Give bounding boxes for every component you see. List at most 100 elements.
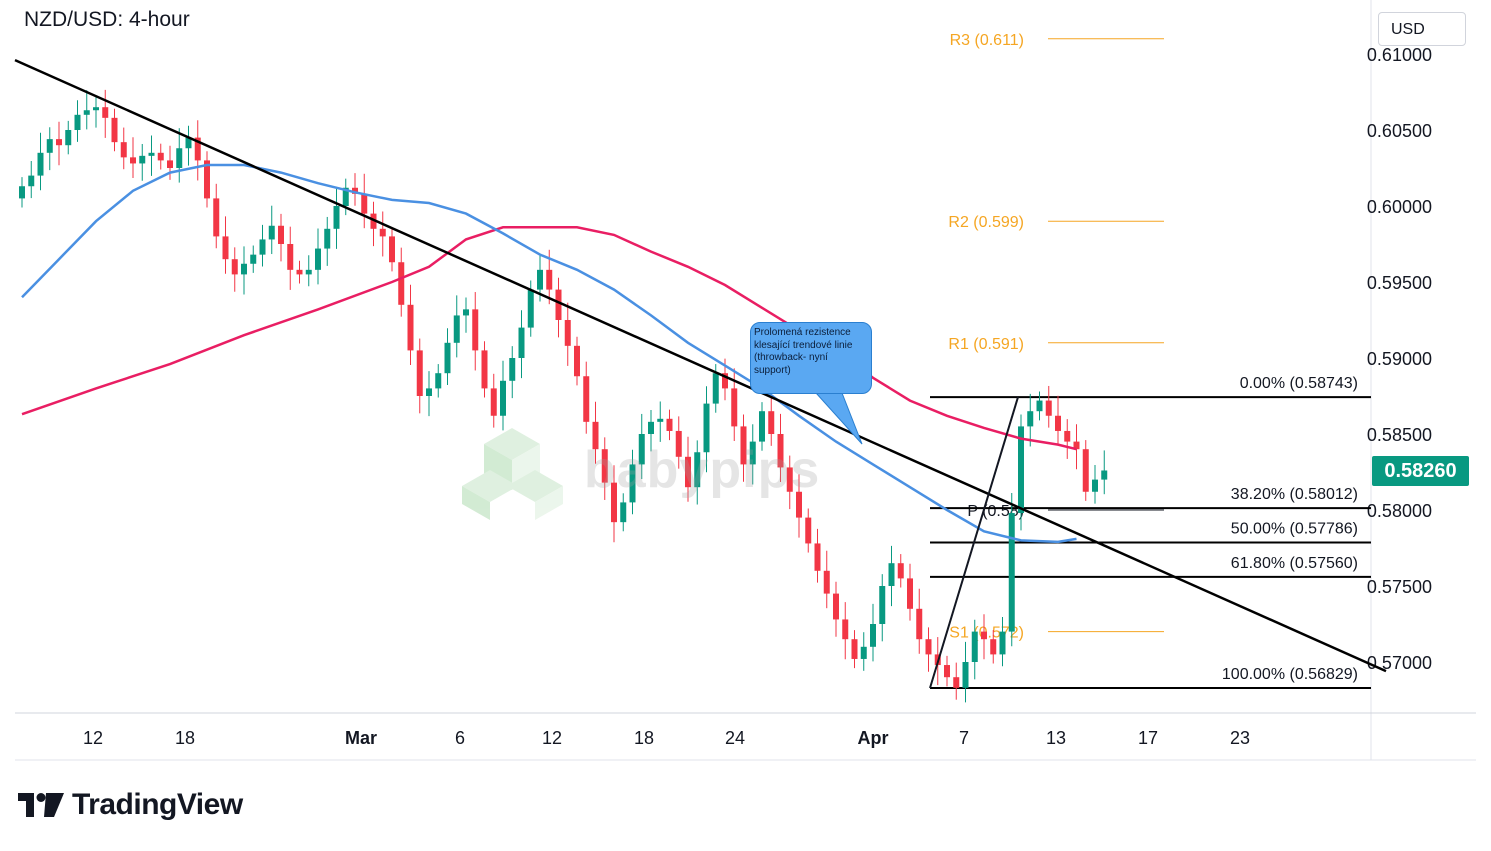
candle-body [472, 309, 479, 351]
candle-body [916, 608, 923, 640]
candle-body [842, 619, 849, 640]
time-tick-label: 18 [175, 728, 195, 748]
candle-body [407, 304, 414, 351]
pivot-label: R3 (0.611) [950, 32, 1024, 49]
candle-body [620, 502, 627, 523]
pivot-label: R1 (0.591) [948, 336, 1024, 353]
candle-body [731, 388, 738, 427]
candle-body [953, 677, 960, 688]
candle-body [157, 152, 164, 161]
annotation-callout[interactable]: Prolomená rezistence klesající trendové … [750, 322, 872, 394]
ma-slow-line [21, 226, 1077, 451]
tradingview-logo[interactable]: TradingView [18, 788, 243, 822]
time-tick-label: 13 [1046, 728, 1066, 748]
candle-body [111, 117, 118, 143]
candle-body [1064, 430, 1071, 442]
fib-label: 38.20% (0.58012) [1231, 486, 1358, 503]
candle-body [361, 193, 368, 214]
candle-body [65, 130, 72, 146]
candle-body [1073, 441, 1080, 450]
candle-body [527, 289, 534, 328]
price-tick-label: 0.57500 [1367, 577, 1432, 597]
candle-body [93, 107, 99, 111]
candle-body [296, 269, 303, 275]
candle-body [666, 418, 673, 431]
candle-body [870, 624, 876, 647]
candle-body [638, 434, 645, 465]
candlesticks [19, 89, 1108, 703]
candle-body [796, 491, 802, 518]
candle-body [1045, 400, 1052, 416]
candle-body [500, 380, 506, 416]
candle-body [860, 646, 867, 659]
fibonacci-labels: 0.00% (0.58743) 38.20% (0.58012) 50.00% (0… [1222, 375, 1358, 683]
candle-body [675, 430, 682, 457]
candle-body [259, 239, 266, 255]
candle-body [352, 187, 358, 194]
candle-body [444, 342, 451, 374]
candle-body [805, 517, 812, 544]
candle-body [28, 175, 35, 187]
candle-body [768, 411, 775, 434]
watermark-text: babypips [584, 441, 821, 499]
candle-body [1018, 426, 1024, 514]
candle-body [897, 563, 904, 579]
candle-body [389, 236, 395, 263]
fib-label: 100.00% (0.56829) [1222, 666, 1358, 683]
candle-body [999, 631, 1006, 655]
candle-body [509, 358, 516, 381]
candle-body [139, 155, 146, 164]
candle-body [611, 482, 617, 523]
price-tick-label: 0.61000 [1367, 45, 1432, 65]
candle-body [379, 228, 386, 237]
time-tick-label: Mar [345, 728, 377, 748]
candle-body [130, 157, 136, 164]
time-tick-label: 18 [634, 728, 654, 748]
moving-averages [21, 163, 1077, 544]
descending-trendline [14, 58, 1387, 673]
candle-body [685, 456, 691, 488]
tradingview-logo-text: TradingView [72, 788, 243, 821]
candle-body [342, 187, 349, 206]
price-tick-label: 0.60000 [1367, 197, 1432, 217]
candle-body [537, 269, 543, 290]
candle-body [629, 464, 636, 503]
candle-body [250, 254, 257, 264]
fib-label: 61.80% (0.57560) [1231, 555, 1358, 572]
time-tick-label: 7 [959, 728, 969, 748]
time-tick-label: 24 [725, 728, 745, 748]
candle-body [315, 248, 321, 270]
candle-body [703, 403, 710, 453]
ma-fast-line [21, 163, 1077, 544]
candle-body [574, 345, 580, 377]
candle-body [657, 418, 664, 422]
candle-body [490, 388, 497, 416]
candle-body [1082, 449, 1089, 492]
time-tick-label: 6 [455, 728, 465, 748]
candle-body [398, 262, 405, 305]
babypips-logo-watermark [462, 428, 563, 520]
price-tick-label: 0.60500 [1367, 121, 1432, 141]
candle-body [555, 289, 562, 320]
candle-body [1092, 479, 1098, 492]
candle-body [749, 441, 756, 465]
fibonacci-retracement [930, 396, 1371, 689]
candle-body [1008, 513, 1015, 632]
candle-body [962, 662, 969, 688]
price-tick-label: 0.58500 [1367, 425, 1432, 445]
time-tick-label: 23 [1230, 728, 1250, 748]
candle-body [287, 244, 294, 270]
candle-body [981, 631, 987, 640]
candle-body [925, 639, 932, 655]
currency-selector[interactable]: USD [1378, 12, 1466, 46]
candle-body [1036, 400, 1043, 412]
candle-body [222, 236, 229, 260]
candle-body [83, 110, 90, 115]
candle-body [120, 142, 127, 158]
candle-body [740, 426, 747, 465]
candle-body [426, 388, 432, 396]
candle-body [185, 137, 192, 149]
candle-body [564, 320, 571, 346]
candle-body [324, 228, 331, 249]
